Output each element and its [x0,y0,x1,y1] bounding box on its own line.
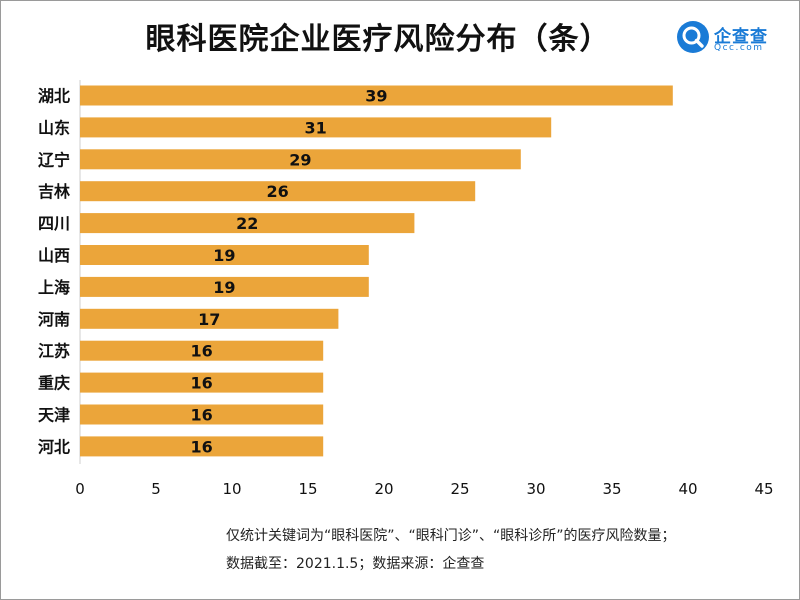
bar-11 [80,436,324,457]
bar-2 [80,149,521,170]
data-label: 31 [304,118,326,137]
data-label: 16 [190,406,212,425]
bar-10 [80,404,324,425]
category-label: 山西 [38,246,70,265]
bar-8 [80,340,324,361]
category-label: 吉林 [38,182,70,201]
x-tick-label: 0 [75,480,85,498]
data-label: 29 [289,150,311,169]
x-tick-label: 45 [754,480,773,498]
category-label: 重庆 [38,374,70,393]
data-label: 19 [213,246,235,265]
logo-subtitle: Qcc.com [714,43,764,53]
x-tick-label: 30 [526,480,545,498]
data-label: 39 [365,87,387,106]
logo-name: 企查查 [714,27,768,47]
category-label: 辽宁 [38,150,70,169]
x-tick-label: 40 [678,480,697,498]
category-label: 上海 [38,278,70,297]
qcc-logo: 企查查 Qcc.com [672,20,794,60]
category-label: 河南 [38,310,70,329]
data-label: 26 [266,182,288,201]
bar-3 [80,181,476,202]
x-tick-label: 25 [450,480,469,498]
data-label: 22 [236,214,258,233]
category-label: 山东 [38,118,70,137]
data-label: 16 [190,437,212,456]
bar-1 [80,117,552,138]
footnote-source: 数据截至：2021.1.5；数据来源：企查查 [226,556,485,572]
x-tick-label: 35 [602,480,621,498]
x-tick-label: 10 [222,480,241,498]
bar-4 [80,213,415,234]
category-label: 天津 [38,406,70,425]
category-label: 河北 [38,437,70,456]
bar-7 [80,308,339,329]
bar-6 [80,276,369,297]
x-tick-label: 5 [151,480,161,498]
chart-title: 眼科医院企业医疗风险分布（条） [145,22,611,57]
data-label: 17 [198,310,220,329]
magnifier-logo-icon [677,21,709,53]
x-tick-label: 15 [298,480,317,498]
footnote-scope: 仅统计关键词为“眼科医院”、“眼科门诊”、“眼科诊所”的医疗风险数量； [226,528,676,544]
bar-0 [80,85,673,106]
data-label: 19 [213,278,235,297]
data-label: 16 [190,342,212,361]
bar-9 [80,372,324,393]
bar-5 [80,245,369,265]
category-label: 四川 [38,214,70,233]
data-label: 16 [190,374,212,393]
x-tick-label: 20 [374,480,393,498]
category-label: 湖北 [38,87,70,106]
category-label: 江苏 [38,342,70,361]
